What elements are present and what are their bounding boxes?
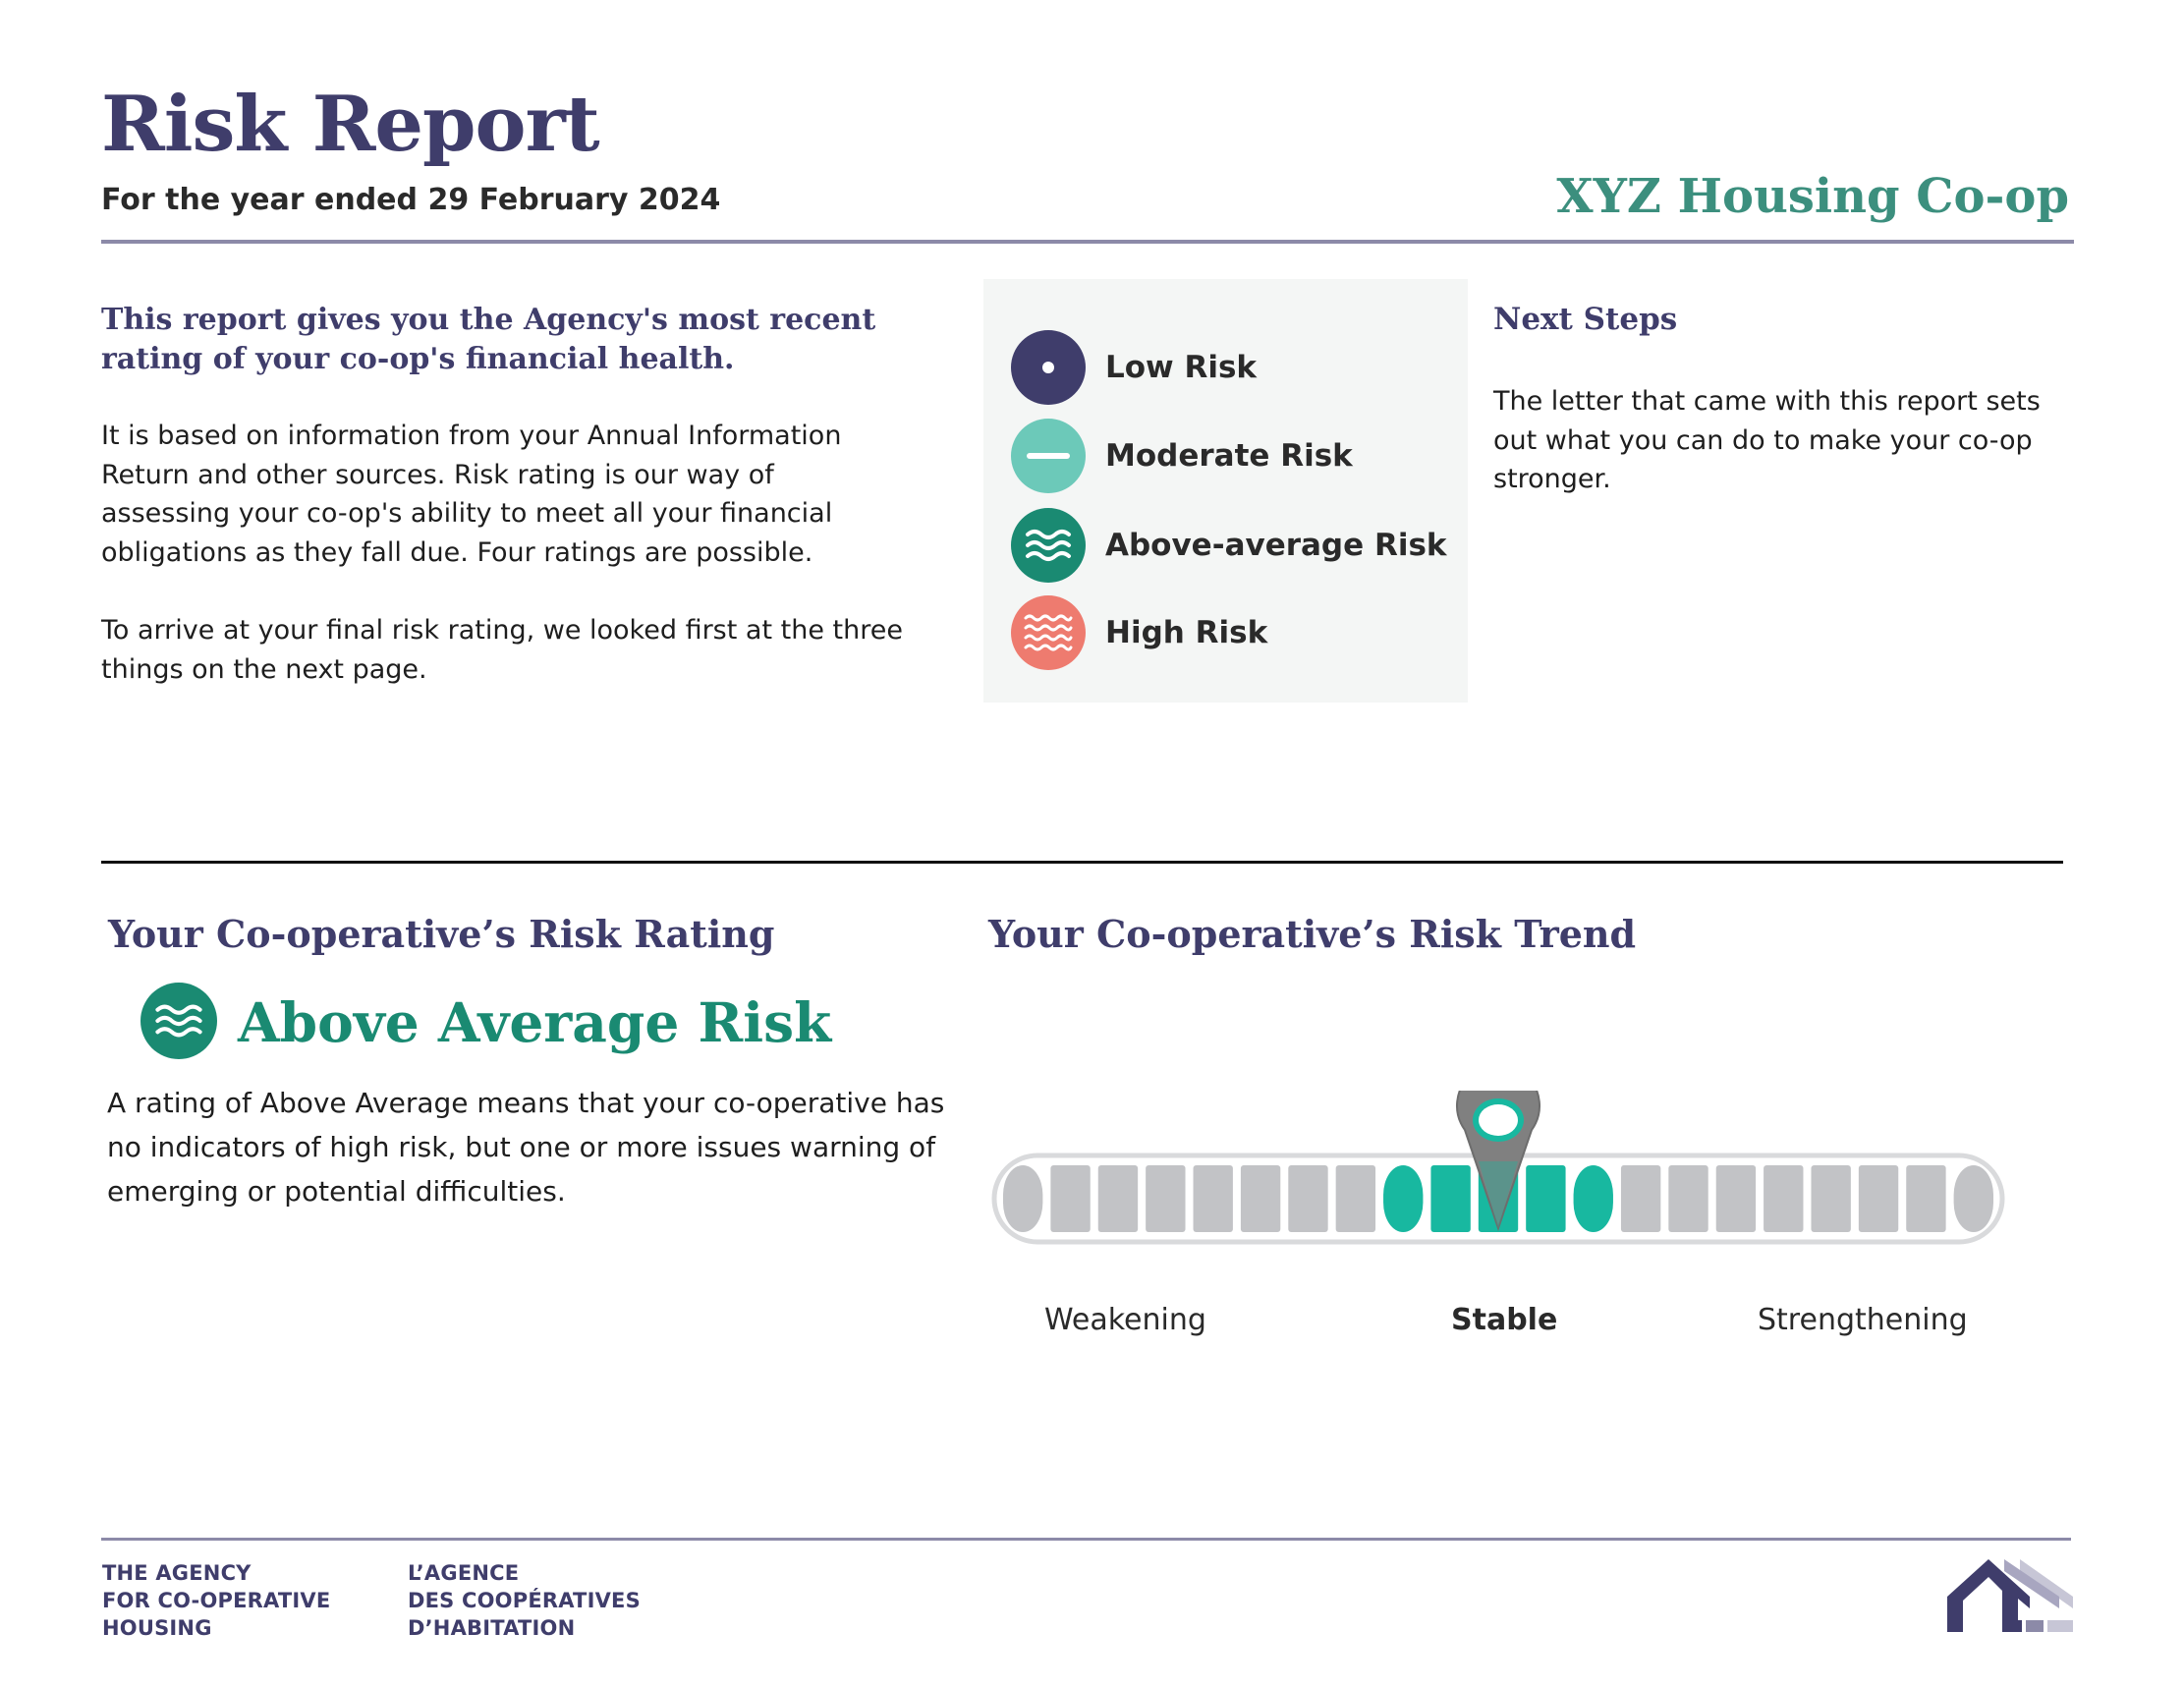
trend-label-strengthening: Strengthening (1758, 1303, 1968, 1337)
gauge-segment (1906, 1165, 1946, 1232)
gauge-segment (1620, 1165, 1661, 1232)
risk-trend-gauge (991, 1091, 2005, 1245)
gauge-segment (1288, 1165, 1328, 1232)
pin-center (1479, 1104, 1518, 1136)
pin-tail-shade (1479, 1161, 1518, 1228)
footer-line: THE AGENCY (102, 1561, 252, 1585)
gauge-segment (1764, 1165, 1804, 1232)
gauge-segment (1668, 1165, 1708, 1232)
legend-item-high-risk: High Risk (1011, 595, 1267, 670)
report-period: For the year ended 29 February 2024 (101, 183, 721, 217)
intro-paragraph-2: To arrive at your final risk rating, we … (101, 615, 903, 685)
next-steps-title: Next Steps (1493, 302, 1678, 337)
footer-line: L’AGENCE (408, 1561, 520, 1585)
gauge-segment (1811, 1165, 1851, 1232)
footer-line: D’HABITATION (408, 1616, 576, 1640)
page-title: Risk Report (101, 80, 600, 169)
trend-label-weakening: Weakening (1044, 1303, 1206, 1337)
footer-org-french: L’AGENCE DES COOPÉRATIVES D’HABITATION (408, 1559, 641, 1642)
gauge-segment (1240, 1165, 1281, 1232)
risk-trend-title: Your Co-operative’s Risk Trend (988, 912, 1637, 956)
gauge-segment-highlighted (1573, 1165, 1613, 1232)
zigzag-circle-icon (1011, 595, 1086, 670)
legend-label: Moderate Risk (1105, 438, 1353, 474)
gauge-segments (1003, 1165, 1993, 1232)
intro-lead: This report gives you the Agency's most … (101, 303, 876, 376)
gauge-segment (1335, 1165, 1376, 1232)
dot-circle-icon (1011, 330, 1086, 405)
gauge-segment-highlighted (1383, 1165, 1424, 1232)
risk-rating-title: Your Co-operative’s Risk Rating (108, 912, 775, 956)
trend-label-stable: Stable (1451, 1303, 1558, 1337)
gauge-segment (1858, 1165, 1899, 1232)
legend-label: Low Risk (1105, 350, 1258, 385)
footer-divider (101, 1538, 2071, 1541)
gauge-segment (1953, 1165, 1993, 1232)
footer-org-english: THE AGENCY FOR CO-OPERATIVE HOUSING (102, 1559, 330, 1642)
footer-line: DES COOPÉRATIVES (408, 1589, 641, 1612)
gauge-segment (1193, 1165, 1233, 1232)
gauge-segment (1050, 1165, 1091, 1232)
legend-item-moderate-risk: Moderate Risk (1011, 419, 1353, 493)
gauge-segment (1715, 1165, 1757, 1232)
coop-name: XYZ Housing Co-op (1556, 169, 2069, 224)
dash-circle-icon (1011, 419, 1086, 493)
waves-circle-icon (140, 983, 217, 1059)
legend-label: Above-average Risk (1105, 528, 1447, 563)
intro-paragraph-1: It is based on information from your Ann… (101, 421, 842, 568)
legend-item-above-average-risk: Above-average Risk (1011, 508, 1447, 583)
next-steps-text: The letter that came with this report se… (1493, 386, 2041, 494)
gauge-segment (1146, 1165, 1186, 1232)
location-pin-icon (1456, 1091, 1540, 1232)
gauge-segment (1097, 1165, 1139, 1232)
footer-line: FOR CO-OPERATIVE (102, 1589, 331, 1612)
risk-rating-description: A rating of Above Average means that you… (107, 1087, 945, 1208)
section-divider (101, 861, 2063, 864)
gauge-segment (1003, 1165, 1043, 1232)
risk-legend: Low Risk Moderate Risk Above-average Ris… (983, 279, 1468, 703)
risk-rating-value: Above Average Risk (238, 990, 832, 1054)
header-divider (101, 240, 2074, 244)
legend-item-low-risk: Low Risk (1011, 330, 1257, 405)
footer-line: HOUSING (102, 1616, 212, 1640)
legend-label: High Risk (1105, 615, 1268, 650)
houses-logo-icon (1947, 1559, 2073, 1632)
gauge-segment-highlighted (1526, 1165, 1566, 1232)
waves-circle-icon (1011, 508, 1086, 583)
gauge-segment-highlighted (1430, 1165, 1471, 1232)
